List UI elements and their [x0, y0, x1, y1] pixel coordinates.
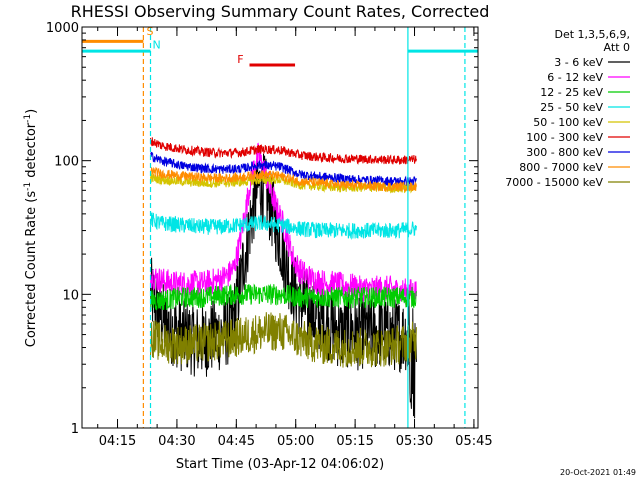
y-tick-label: 1 [71, 422, 79, 437]
legend-entry-label-6: 100 - 300 keV [526, 131, 603, 144]
x-tick-label: 04:15 [99, 434, 136, 449]
legend-entry-label-8: 800 - 7000 keV [519, 161, 603, 174]
y-tick-label: 100 [54, 155, 79, 170]
series-line-8 [150, 166, 417, 193]
legend-entry-label-7: 300 - 800 keV [526, 146, 603, 159]
svg-text:Corrected Count Rate (s-1 dete: Corrected Count Rate (s-1 detector-1) [23, 109, 39, 347]
legend-header-line1: Det 1,3,5,6,9, [554, 28, 630, 41]
y-tick-label: 10 [62, 288, 79, 303]
legend-header-line2: Att 0 [604, 41, 630, 54]
x-tick-label: 04:30 [158, 434, 195, 449]
y-axis-label-main: Corrected Count Rate (s [24, 191, 39, 348]
series-line-9 [150, 312, 417, 368]
legend-entry-label-3: 12 - 25 keV [540, 86, 603, 99]
legend-entry-label-5: 50 - 100 keV [533, 116, 603, 129]
annotation-f: F [237, 53, 243, 66]
series-line-6 [150, 137, 417, 165]
annotation-n: N [152, 39, 160, 52]
series-layer [150, 137, 417, 419]
y-axis-label-sup1: -1 [23, 182, 33, 191]
footer-date: 20-Oct-2021 01:49 [560, 468, 636, 477]
x-tick-label: 05:15 [336, 434, 373, 449]
flag-layer: SN F [82, 25, 478, 428]
chart-title: RHESSI Observing Summary Count Rates, Co… [71, 2, 490, 21]
legend: Det 1,3,5,6,9,Att 03 - 6 keV 6 - 12 keV 12… [505, 28, 630, 189]
series-line-3 [150, 283, 417, 312]
y-axis-label-mid: detector [24, 122, 39, 182]
y-axis-label-sup2: -1 [23, 114, 33, 123]
legend-entry-label-1: 3 - 6 keV [554, 56, 603, 69]
y-tick-label: 1000 [46, 21, 79, 36]
annotation-s: S [147, 25, 154, 38]
x-tick-label: 05:00 [277, 434, 314, 449]
x-tick-label: 05:45 [455, 434, 492, 449]
series-line-4 [150, 212, 417, 240]
x-tick-label: 04:45 [218, 434, 255, 449]
x-tick-label: 05:30 [396, 434, 433, 449]
y-axis-label-end: ) [24, 109, 39, 114]
legend-entry-label-2: 6 - 12 keV [547, 71, 603, 84]
legend-entry-label-9: 7000 - 15000 keV [505, 176, 603, 189]
x-axis-label: Start Time (03-Apr-12 04:06:02) [176, 457, 384, 472]
axes-layer: 1 10 100 1000 04:15 04:30 04:45 05:00 05:15 05:30… [46, 21, 493, 449]
plot-frame [81, 26, 479, 429]
y-axis-label: Corrected Count Rate (s-1 detector-1) [23, 109, 39, 347]
legend-entry-label-4: 25 - 50 keV [540, 101, 603, 114]
